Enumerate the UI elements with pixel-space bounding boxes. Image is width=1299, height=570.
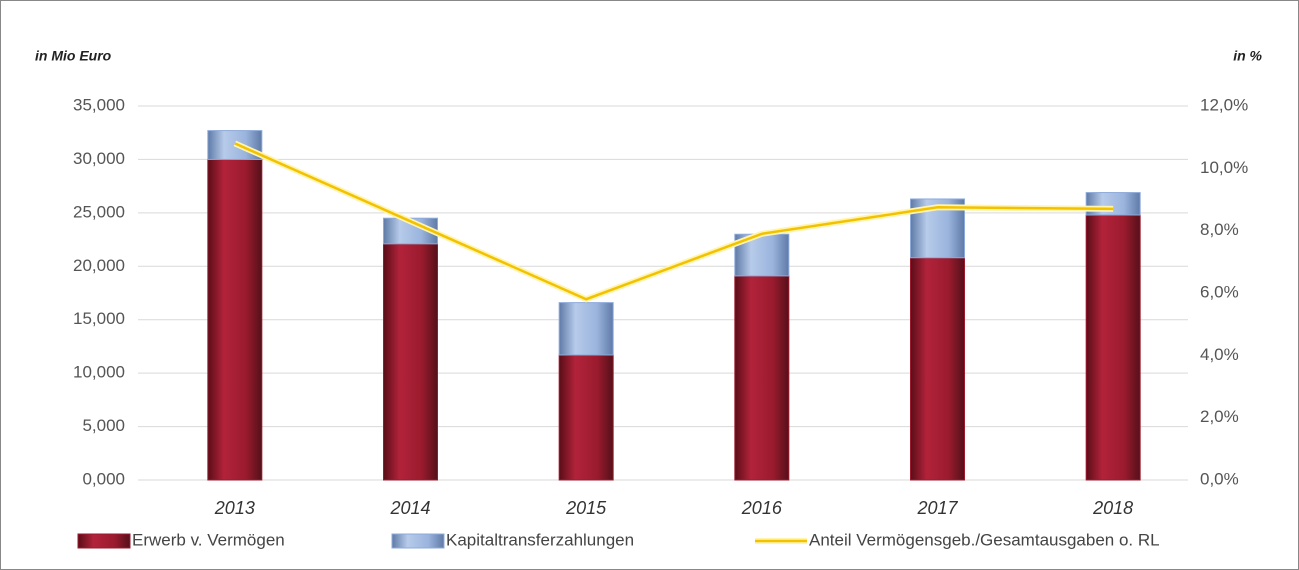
- y-tick-label: 25,000: [73, 202, 125, 221]
- bar-segment: [1085, 214, 1141, 481]
- bar-segment: [383, 243, 438, 481]
- x-tick-label: 2013: [214, 498, 255, 518]
- x-tick-label: 2016: [741, 498, 783, 518]
- y2-tick-label: 10,0%: [1200, 158, 1248, 177]
- bar-segment: [207, 158, 263, 481]
- y2-axis-title: in %: [1233, 48, 1262, 64]
- y-tick-label: 0,000: [82, 469, 125, 488]
- legend-swatch: [391, 533, 445, 549]
- x-tick-label: 2018: [1092, 498, 1133, 518]
- legend-label: Anteil Vermögensgeb./Gesamtausgaben o. R…: [809, 530, 1160, 549]
- y2-tick-label: 0,0%: [1200, 469, 1239, 488]
- y2-tick-label: 6,0%: [1200, 282, 1239, 301]
- y-tick-label: 35,000: [73, 95, 125, 114]
- y-tick-label: 30,000: [73, 149, 125, 168]
- bar-segment: [558, 302, 614, 356]
- y-tick-label: 5,000: [82, 416, 125, 435]
- y2-tick-label: 4,0%: [1200, 345, 1239, 364]
- bar-segment: [558, 354, 614, 481]
- bar-segment: [910, 257, 965, 481]
- x-tick-label: 2015: [565, 498, 607, 518]
- x-tick-label: 2014: [389, 498, 430, 518]
- y2-tick-label: 12,0%: [1200, 95, 1248, 114]
- y-tick-label: 15,000: [73, 309, 125, 328]
- y-axis-title: in Mio Euro: [35, 48, 112, 64]
- line-series: [234, 142, 1114, 301]
- y2-tick-label: 2,0%: [1200, 407, 1239, 426]
- legend-label: Erwerb v. Vermögen: [132, 530, 285, 549]
- bar-segment: [734, 275, 790, 481]
- y-tick-label: 10,000: [73, 363, 125, 382]
- x-tick-label: 2017: [916, 498, 958, 518]
- y-tick-label: 20,000: [73, 256, 125, 275]
- y2-tick-label: 8,0%: [1200, 220, 1239, 239]
- legend-label: Kapitaltransferzahlungen: [446, 530, 634, 549]
- legend-swatch: [77, 533, 131, 549]
